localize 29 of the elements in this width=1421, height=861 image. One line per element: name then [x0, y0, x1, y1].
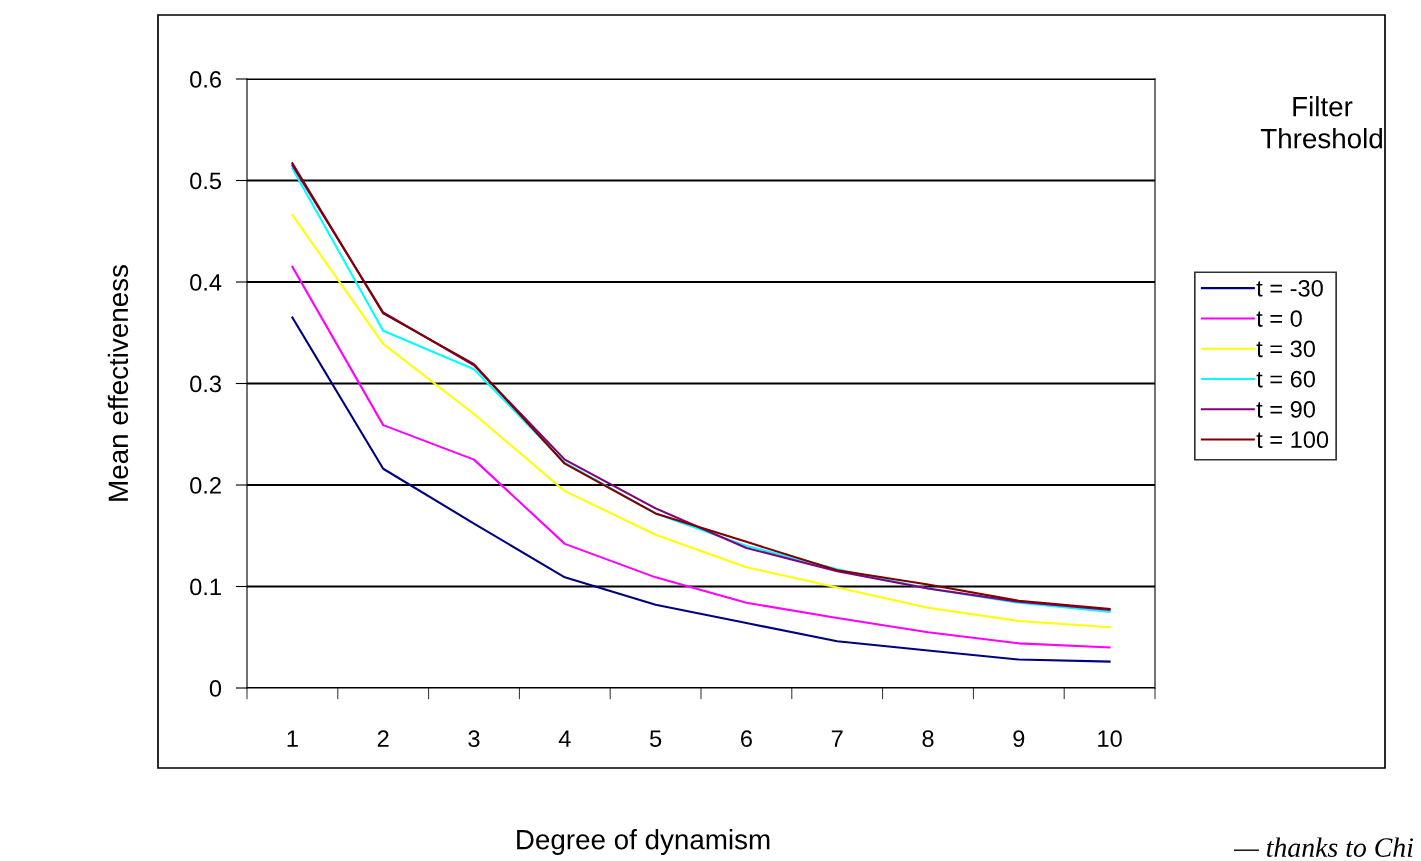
legend-label: t = 100 — [1256, 431, 1329, 449]
y-axis-title: Mean effectiveness — [107, 265, 129, 501]
y-tick-label: 0.6 — [190, 71, 221, 88]
legend-label: t = 30 — [1256, 340, 1315, 358]
legend-label: t = 0 — [1256, 310, 1302, 327]
y-tick-label: 0.2 — [190, 477, 221, 494]
y-tick-label: 0.3 — [190, 375, 221, 393]
x-axis-title: Degree of dynamism — [517, 829, 770, 855]
legend-title: Filter Threshold — [1260, 96, 1382, 149]
y-tick-label: 0 — [209, 680, 222, 697]
x-tick-label: 9 — [1013, 730, 1025, 748]
legend-label: t = 90 — [1256, 401, 1315, 418]
y-tick-label: 0.4 — [190, 274, 222, 291]
y-tick-label: 0.1 — [190, 578, 221, 596]
x-tick-label: 6 — [741, 730, 752, 748]
x-tick-label: 2 — [377, 730, 389, 747]
y-tick-label: 0.5 — [190, 172, 222, 190]
legend-label: t = 60 — [1256, 370, 1315, 388]
x-tick-label: 3 — [468, 730, 480, 748]
x-tick-label: 4 — [558, 730, 571, 747]
x-tick-label: 5 — [649, 730, 662, 748]
line-series — [291, 265, 1111, 649]
x-tick-label: 1 — [287, 730, 298, 747]
text: — thanks to Chi — [1233, 837, 1414, 857]
legend-label: t = -30 — [1256, 279, 1323, 297]
x-tick-label: 7 — [831, 730, 843, 747]
x-tick-label: 10 — [1098, 730, 1122, 748]
x-tick-label: 8 — [922, 730, 934, 748]
line-series — [291, 316, 1111, 663]
